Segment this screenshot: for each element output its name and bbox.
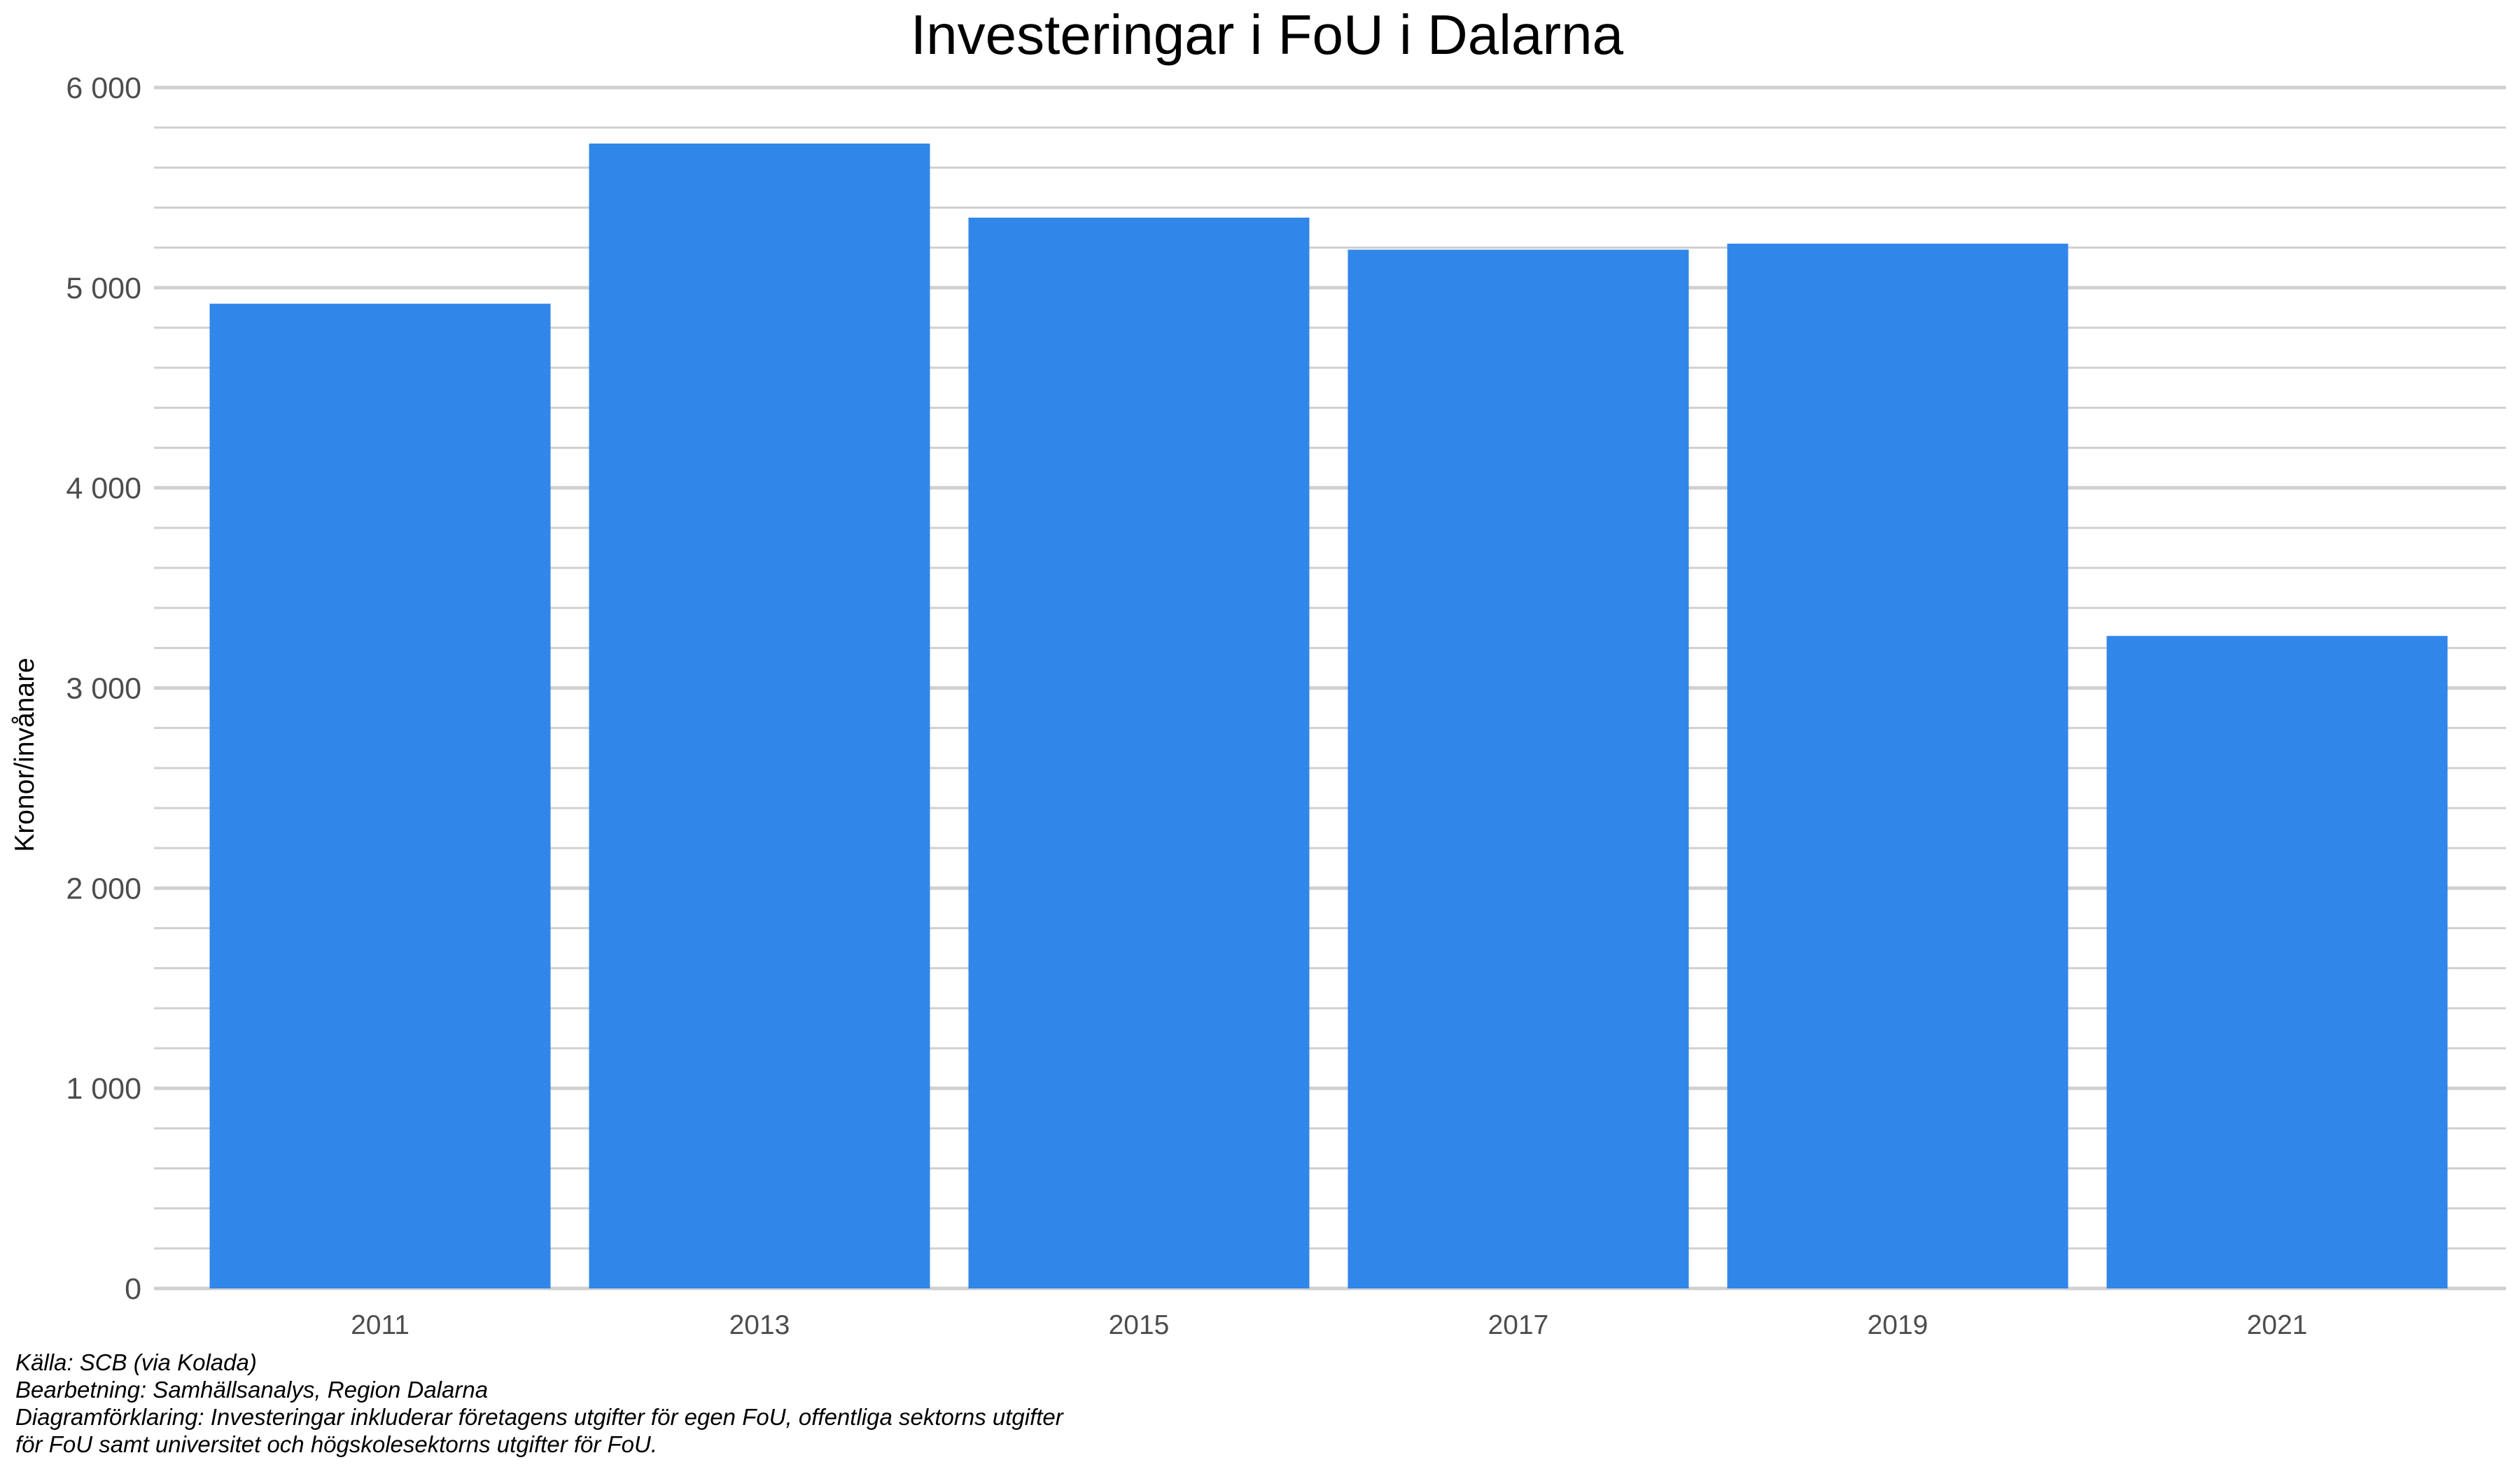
- bar-2015: [968, 217, 1310, 1289]
- y-tick-label: 2 000: [66, 872, 141, 905]
- y-axis-label: Kronor/invånare: [10, 658, 40, 852]
- caption-processing: Bearbetning: Samhällsanalys, Region Dala…: [15, 1377, 489, 1403]
- x-tick-label: 2021: [2247, 1310, 2308, 1340]
- caption-explanation-line-2: för FoU samt universitet och högskolesek…: [15, 1431, 658, 1457]
- x-tick-label: 2019: [1868, 1310, 1928, 1340]
- caption-explanation-line-1: Diagramförklaring: Investeringar inklude…: [15, 1404, 1063, 1430]
- chart-caption: Källa: SCB (via Kolada) Bearbetning: Sam…: [15, 1349, 1063, 1458]
- y-tick-label: 6 000: [66, 71, 141, 105]
- y-tick-label: 3 000: [66, 672, 141, 706]
- bar-2017: [1348, 249, 1689, 1288]
- bar-2011: [209, 303, 551, 1289]
- chart-title: Investeringar i FoU i Dalarna: [911, 4, 1624, 66]
- y-tick-label: 1 000: [66, 1072, 141, 1106]
- x-tick-label: 2011: [351, 1310, 410, 1340]
- x-tick-label: 2013: [729, 1310, 790, 1340]
- bars: [209, 144, 2448, 1289]
- y-axis-ticks: 0 1 000 2 000 3 000 4 000 5 000 6 000: [66, 71, 141, 1306]
- caption-source: Källa: SCB (via Kolada): [15, 1349, 257, 1375]
- bar-2021: [2106, 636, 2448, 1288]
- x-tick-label: 2017: [1488, 1310, 1549, 1340]
- bar-2019: [1727, 243, 2068, 1289]
- bar-2013: [589, 144, 930, 1289]
- x-tick-label: 2015: [1109, 1310, 1170, 1340]
- y-tick-label: 4 000: [66, 472, 141, 506]
- y-tick-label: 5 000: [66, 272, 141, 305]
- y-tick-label: 0: [125, 1272, 141, 1306]
- x-axis-ticks: 2011 2013 2015 2017 2019 2021: [351, 1310, 2307, 1340]
